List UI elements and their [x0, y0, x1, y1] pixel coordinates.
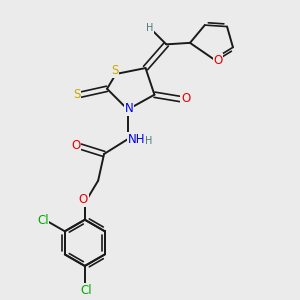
Text: S: S [111, 64, 118, 77]
Text: O: O [71, 139, 81, 152]
Text: Cl: Cl [37, 214, 49, 227]
Text: H: H [146, 23, 154, 33]
Text: NH: NH [128, 133, 146, 146]
Text: N: N [125, 102, 134, 116]
Text: S: S [73, 88, 80, 101]
Text: Cl: Cl [80, 284, 92, 297]
Text: O: O [181, 92, 190, 105]
Text: O: O [79, 193, 88, 206]
Text: H: H [146, 136, 153, 146]
Text: O: O [214, 54, 223, 67]
